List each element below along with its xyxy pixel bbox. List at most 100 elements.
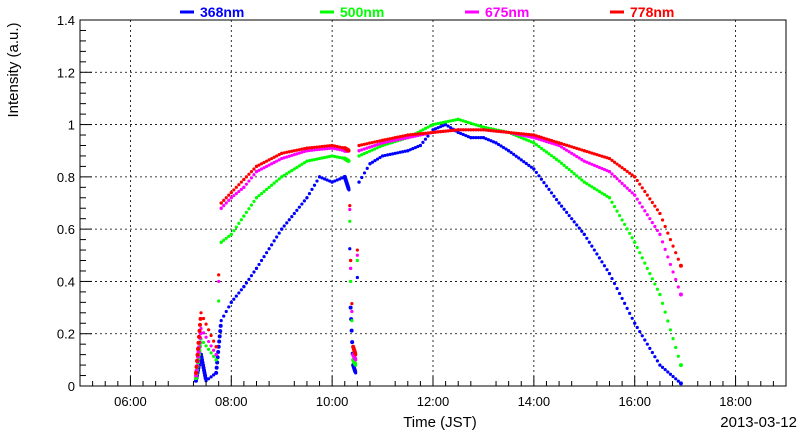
- data-point: [282, 173, 286, 177]
- data-point: [330, 180, 334, 184]
- data-point: [431, 122, 435, 127]
- data-point: [454, 128, 458, 132]
- data-point: [388, 137, 392, 141]
- y-tick-label: 0.4: [57, 274, 75, 289]
- data-point: [411, 147, 415, 151]
- data-point: [676, 257, 680, 261]
- data-point: [630, 236, 634, 240]
- data-point: [653, 355, 657, 359]
- data-point: [252, 199, 256, 204]
- data-point: [267, 158, 271, 162]
- data-point: [625, 186, 629, 190]
- data-point: [592, 186, 596, 190]
- data-point: [549, 138, 554, 143]
- y-tick-label: 1.4: [57, 13, 75, 28]
- data-point: [365, 166, 369, 170]
- data-point: [413, 132, 417, 136]
- data-point: [517, 131, 521, 136]
- data-point: [305, 196, 309, 200]
- data-point: [378, 142, 382, 146]
- grid: [80, 20, 786, 386]
- data-point: [570, 151, 574, 155]
- data-point: [678, 263, 683, 268]
- series-778nm: [193, 128, 683, 375]
- data-point: [451, 128, 455, 132]
- data-point: [322, 147, 327, 151]
- data-point: [222, 238, 226, 242]
- data-point: [222, 314, 226, 318]
- data-point: [201, 316, 206, 321]
- data-point: [310, 187, 314, 192]
- data-point: [193, 370, 198, 375]
- data-point: [512, 131, 516, 135]
- data-point: [633, 175, 637, 179]
- data-point: [532, 167, 536, 171]
- data-point: [275, 179, 279, 183]
- data-point: [554, 140, 559, 144]
- data-point: [391, 152, 395, 156]
- data-point: [215, 355, 220, 360]
- data-point: [218, 323, 223, 328]
- data-point: [504, 130, 508, 134]
- data-point: [643, 338, 647, 342]
- data-point: [522, 160, 526, 164]
- data-point: [217, 279, 221, 284]
- data-point: [242, 214, 246, 218]
- data-point: [456, 117, 460, 121]
- data-point: [216, 344, 221, 349]
- data-point: [544, 139, 549, 144]
- data-point: [386, 140, 390, 144]
- data-point: [612, 160, 617, 164]
- data-point: [653, 224, 657, 229]
- data-point: [403, 133, 407, 138]
- data-point: [436, 121, 440, 126]
- data-point: [597, 153, 602, 158]
- data-point: [254, 196, 259, 200]
- x-tick-label: 12:00: [417, 394, 450, 409]
- data-point: [532, 141, 536, 145]
- data-point: [388, 139, 392, 143]
- data-point: [572, 220, 576, 224]
- data-point: [668, 372, 673, 376]
- data-point: [587, 240, 591, 244]
- data-point: [322, 155, 327, 160]
- data-point: [625, 169, 629, 173]
- data-point: [201, 331, 206, 335]
- data-point: [338, 155, 342, 160]
- data-point: [320, 147, 324, 151]
- data-point: [638, 182, 642, 186]
- data-point: [197, 328, 202, 333]
- data-point: [436, 126, 440, 130]
- data-point: [628, 231, 632, 235]
- data-point: [212, 339, 216, 343]
- data-point: [360, 148, 364, 152]
- data-point: [522, 132, 526, 136]
- data-point: [232, 194, 236, 198]
- data-point: [600, 154, 604, 158]
- data-point: [630, 173, 634, 177]
- data-point: [628, 311, 632, 315]
- data-point: [198, 322, 203, 327]
- date-label: 2013-03-12: [720, 414, 797, 431]
- data-point: [567, 213, 571, 218]
- data-point: [267, 163, 271, 167]
- data-point: [630, 316, 634, 320]
- data-point: [350, 319, 354, 323]
- data-point: [542, 139, 546, 143]
- data-point: [408, 148, 412, 152]
- data-point: [678, 381, 683, 386]
- data-point: [380, 138, 385, 142]
- data-point: [280, 227, 284, 231]
- data-point: [577, 147, 581, 151]
- data-point: [491, 129, 496, 133]
- data-point: [547, 140, 551, 144]
- data-point: [411, 132, 415, 137]
- data-point: [403, 136, 407, 140]
- data-point: [486, 128, 491, 132]
- data-point: [496, 142, 501, 147]
- data-point: [229, 190, 233, 195]
- data-point: [234, 294, 238, 298]
- data-point: [663, 310, 667, 314]
- data-point: [602, 193, 607, 197]
